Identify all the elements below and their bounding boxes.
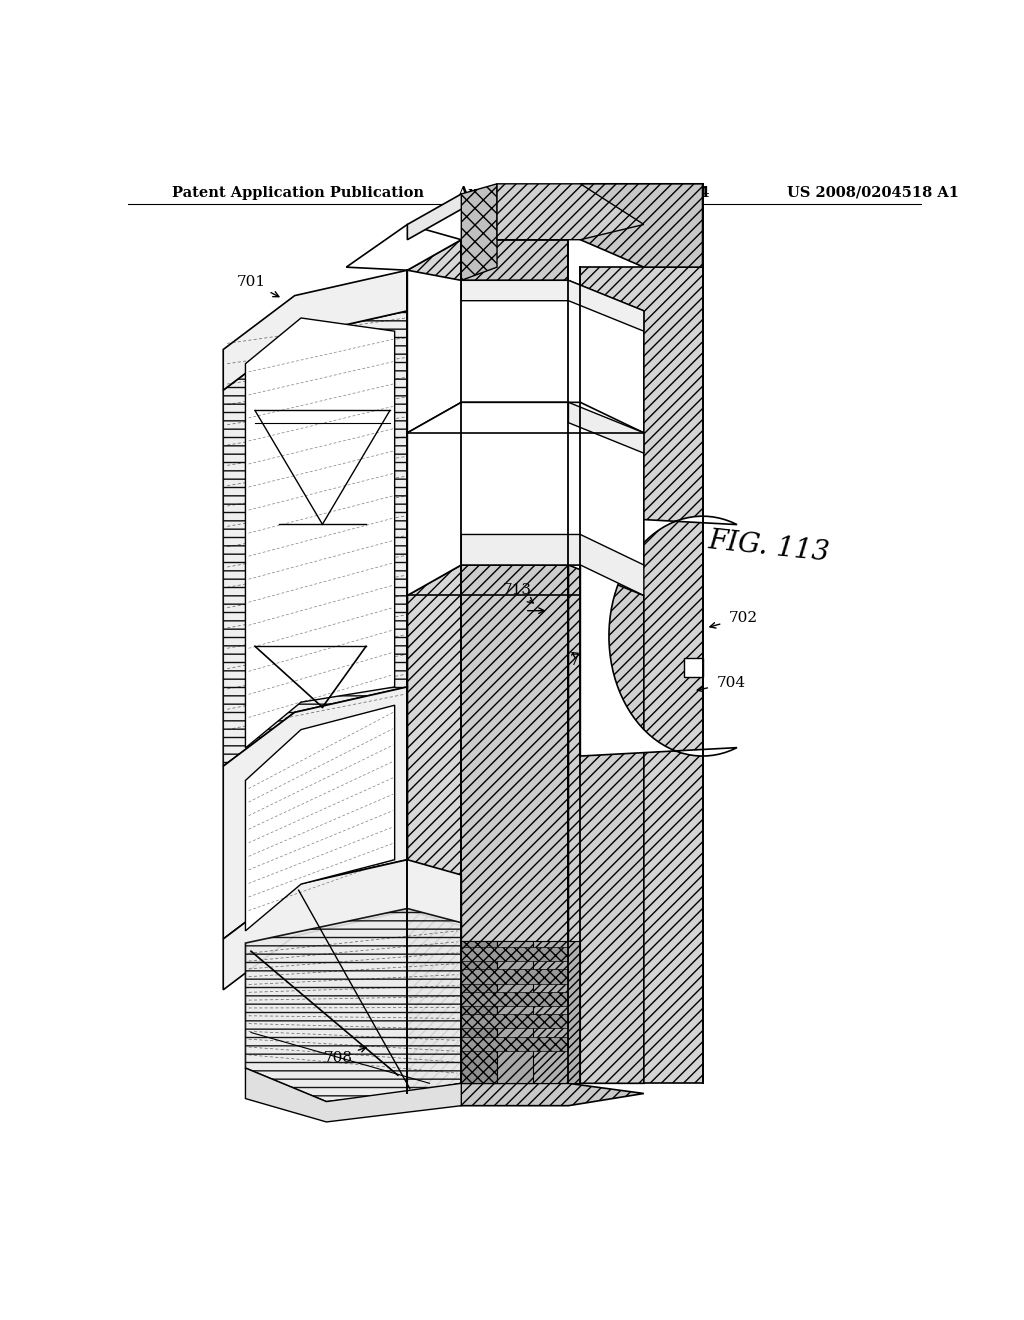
Polygon shape <box>223 312 408 766</box>
Text: 708: 708 <box>324 1051 353 1065</box>
Polygon shape <box>581 267 702 1084</box>
Text: 750: 750 <box>569 653 599 668</box>
Polygon shape <box>246 1068 461 1122</box>
Polygon shape <box>461 1014 568 1028</box>
Text: 701: 701 <box>237 276 265 289</box>
Polygon shape <box>408 240 461 1093</box>
Polygon shape <box>408 1084 644 1106</box>
Polygon shape <box>497 941 532 1084</box>
Text: US 2008/0204518 A1: US 2008/0204518 A1 <box>786 186 958 199</box>
Polygon shape <box>461 183 497 280</box>
Polygon shape <box>223 686 408 939</box>
Text: 702: 702 <box>728 611 758 624</box>
Polygon shape <box>461 941 497 1084</box>
Text: Aug. 28, 2008  Sheet 49 of 564: Aug. 28, 2008 Sheet 49 of 564 <box>458 186 710 199</box>
Polygon shape <box>246 705 394 931</box>
Polygon shape <box>581 183 702 267</box>
Text: Patent Application Publication: Patent Application Publication <box>172 186 424 199</box>
Polygon shape <box>408 194 644 240</box>
Polygon shape <box>461 948 568 961</box>
Polygon shape <box>581 516 737 756</box>
Polygon shape <box>461 969 568 983</box>
Text: FIG. 113: FIG. 113 <box>708 527 831 566</box>
Text: 706: 706 <box>418 312 446 325</box>
Polygon shape <box>461 1036 568 1051</box>
Polygon shape <box>461 941 581 1084</box>
Polygon shape <box>568 403 644 453</box>
Polygon shape <box>408 565 461 1093</box>
Text: 704: 704 <box>717 676 745 690</box>
Polygon shape <box>461 280 644 331</box>
Polygon shape <box>461 535 644 595</box>
Text: 713: 713 <box>503 583 531 598</box>
Polygon shape <box>497 183 644 240</box>
Polygon shape <box>408 403 644 595</box>
Polygon shape <box>223 859 461 990</box>
Text: 718: 718 <box>547 315 575 330</box>
Polygon shape <box>684 659 702 677</box>
Polygon shape <box>461 991 568 1006</box>
Polygon shape <box>461 240 568 1084</box>
Polygon shape <box>461 565 568 1084</box>
Polygon shape <box>568 565 644 1084</box>
Polygon shape <box>346 224 461 271</box>
Polygon shape <box>246 318 394 748</box>
Polygon shape <box>223 271 408 391</box>
Text: 705: 705 <box>295 632 324 647</box>
Polygon shape <box>408 271 644 433</box>
Text: 750: 750 <box>514 491 544 504</box>
Polygon shape <box>246 908 461 1102</box>
